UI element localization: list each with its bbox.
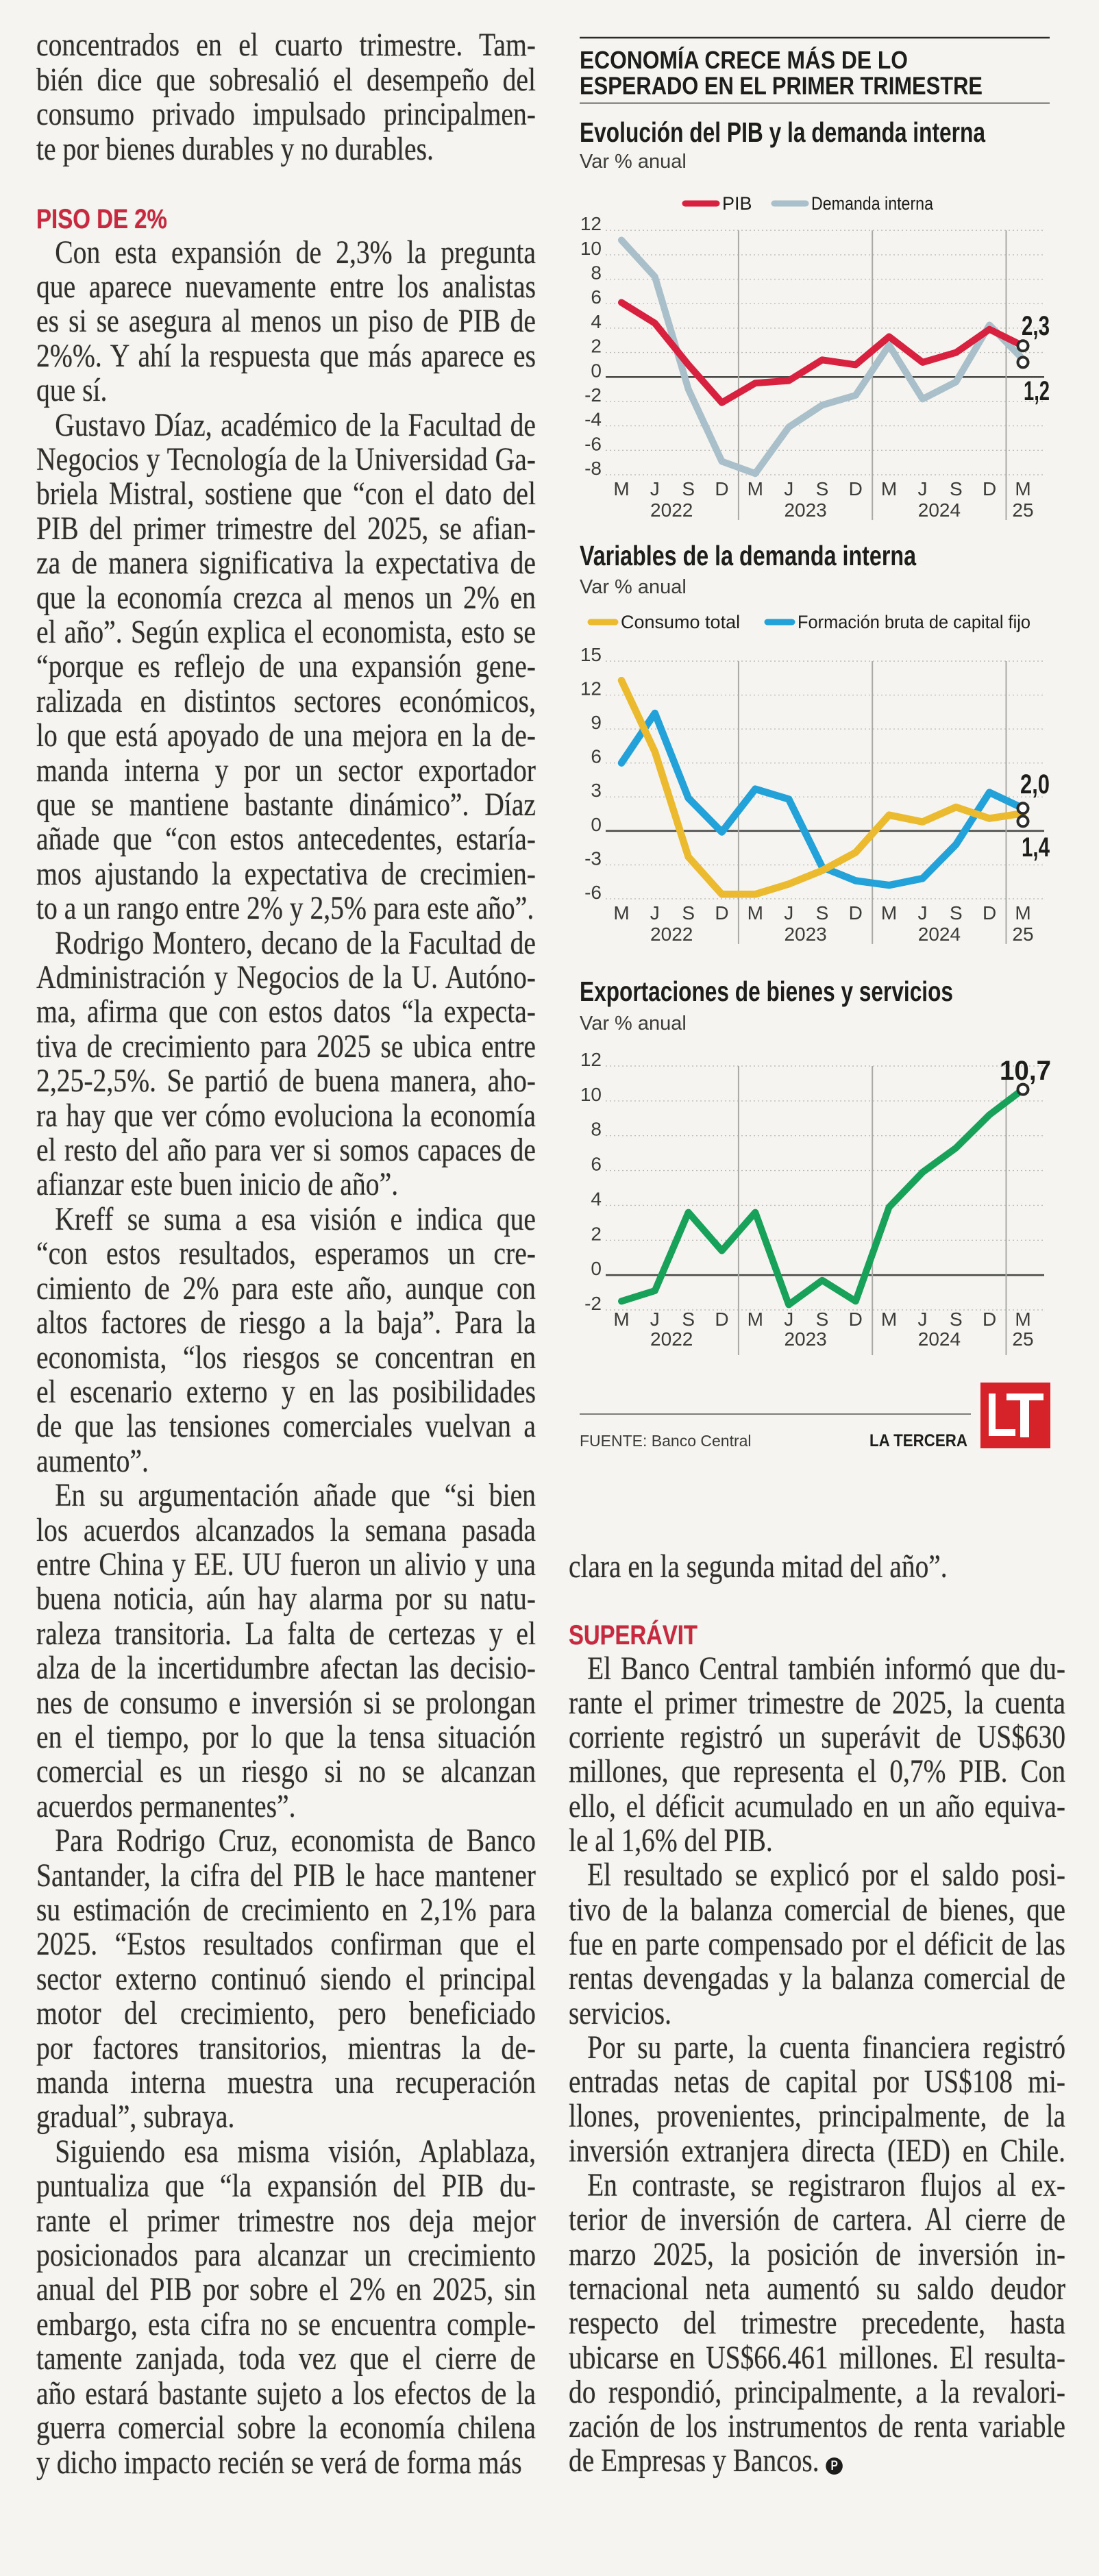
- svg-text:Evolución del PIB y la demanda: Evolución del PIB y la demanda interna: [580, 116, 986, 148]
- svg-text:PIB: PIB: [722, 193, 752, 214]
- svg-text:1,2: 1,2: [1024, 376, 1050, 406]
- svg-text:2022: 2022: [650, 1328, 693, 1350]
- svg-text:M: M: [613, 1309, 629, 1330]
- svg-text:S: S: [682, 902, 695, 924]
- svg-text:J: J: [650, 478, 660, 499]
- svg-text:Consumo total: Consumo total: [621, 612, 740, 632]
- svg-text:J: J: [650, 902, 660, 924]
- svg-text:M: M: [881, 478, 897, 499]
- svg-text:FUENTE: Banco Central: FUENTE: Banco Central: [580, 1432, 752, 1450]
- svg-text:2024: 2024: [918, 1328, 961, 1350]
- svg-text:15: 15: [580, 644, 602, 665]
- svg-text:25: 25: [1012, 499, 1033, 521]
- svg-text:M: M: [1015, 478, 1030, 499]
- svg-text:D: D: [715, 902, 728, 924]
- svg-text:2,3: 2,3: [1022, 311, 1050, 341]
- svg-text:LA TERCERA: LA TERCERA: [869, 1431, 967, 1450]
- svg-text:J: J: [918, 478, 928, 499]
- svg-text:-6: -6: [584, 433, 602, 454]
- svg-text:D: D: [715, 1309, 728, 1330]
- svg-text:M: M: [1015, 902, 1030, 924]
- svg-text:D: D: [983, 902, 996, 924]
- svg-text:6: 6: [591, 1154, 602, 1175]
- svg-text:-3: -3: [584, 847, 602, 869]
- svg-text:2024: 2024: [918, 499, 961, 521]
- svg-text:25: 25: [1012, 924, 1033, 945]
- svg-text:2022: 2022: [650, 924, 693, 945]
- svg-text:M: M: [1015, 1309, 1030, 1330]
- svg-text:10: 10: [580, 238, 602, 259]
- svg-text:M: M: [881, 902, 897, 924]
- svg-text:S: S: [816, 1309, 829, 1330]
- svg-text:6: 6: [591, 746, 602, 767]
- svg-text:2,0: 2,0: [1020, 769, 1050, 800]
- svg-text:D: D: [849, 1309, 863, 1330]
- svg-text:2023: 2023: [784, 499, 826, 521]
- svg-text:10,7: 10,7: [1000, 1056, 1051, 1086]
- svg-text:8: 8: [591, 1119, 602, 1140]
- svg-text:-2: -2: [584, 384, 602, 406]
- svg-text:J: J: [918, 902, 928, 924]
- svg-text:12: 12: [580, 1049, 602, 1070]
- svg-text:ECONOMÍA CRECE MÁS DE LO: ECONOMÍA CRECE MÁS DE LO: [580, 46, 908, 74]
- svg-text:J: J: [650, 1309, 660, 1330]
- svg-text:Var % anual: Var % anual: [580, 576, 687, 598]
- svg-text:-2: -2: [584, 1293, 602, 1314]
- svg-text:12: 12: [580, 213, 602, 234]
- svg-text:J: J: [784, 1309, 793, 1330]
- svg-text:4: 4: [591, 1188, 602, 1209]
- svg-text:M: M: [748, 478, 763, 499]
- svg-text:10: 10: [580, 1084, 602, 1105]
- svg-text:1,4: 1,4: [1022, 832, 1050, 863]
- svg-text:Var % anual: Var % anual: [580, 151, 687, 173]
- svg-text:S: S: [950, 1309, 963, 1330]
- svg-text:2: 2: [591, 1223, 602, 1244]
- svg-text:6: 6: [591, 286, 602, 308]
- svg-text:M: M: [613, 902, 629, 924]
- svg-text:M: M: [748, 902, 763, 924]
- svg-text:J: J: [784, 902, 793, 924]
- svg-text:J: J: [918, 1309, 928, 1330]
- svg-text:S: S: [816, 902, 829, 924]
- svg-text:J: J: [784, 478, 793, 499]
- svg-text:M: M: [881, 1309, 897, 1330]
- svg-text:Formación bruta de capital fij: Formación bruta de capital fijo: [798, 612, 1030, 632]
- svg-text:-8: -8: [584, 458, 602, 479]
- svg-text:-4: -4: [584, 409, 602, 430]
- svg-text:25: 25: [1012, 1328, 1033, 1350]
- svg-text:M: M: [748, 1309, 763, 1330]
- svg-text:2023: 2023: [784, 1328, 826, 1350]
- svg-text:S: S: [682, 1309, 695, 1330]
- svg-text:S: S: [950, 478, 963, 499]
- svg-text:M: M: [613, 478, 629, 499]
- svg-text:D: D: [715, 478, 728, 499]
- svg-text:2023: 2023: [784, 924, 826, 945]
- svg-text:-6: -6: [584, 882, 602, 903]
- svg-text:4: 4: [591, 311, 602, 332]
- svg-text:3: 3: [591, 780, 602, 801]
- svg-text:0: 0: [591, 814, 602, 835]
- svg-text:8: 8: [591, 262, 602, 284]
- svg-text:D: D: [983, 1309, 996, 1330]
- svg-text:0: 0: [591, 360, 602, 381]
- svg-text:D: D: [849, 478, 863, 499]
- svg-text:S: S: [950, 902, 963, 924]
- svg-text:2: 2: [591, 336, 602, 357]
- svg-text:2022: 2022: [650, 499, 693, 521]
- svg-text:2024: 2024: [918, 924, 961, 945]
- svg-text:9: 9: [591, 712, 602, 733]
- svg-text:S: S: [816, 478, 829, 499]
- svg-text:D: D: [849, 902, 863, 924]
- svg-text:Exportaciones de bienes y serv: Exportaciones de bienes y servicios: [580, 976, 953, 1007]
- svg-text:Var % anual: Var % anual: [580, 1013, 687, 1035]
- svg-text:Variables de la demanda intern: Variables de la demanda interna: [580, 540, 917, 571]
- svg-text:D: D: [983, 478, 996, 499]
- svg-text:Demanda interna: Demanda interna: [811, 193, 934, 214]
- svg-text:0: 0: [591, 1258, 602, 1279]
- svg-text:ESPERADO EN EL PRIMER TRIMESTR: ESPERADO EN EL PRIMER TRIMESTRE: [580, 72, 983, 100]
- svg-text:12: 12: [580, 678, 602, 699]
- svg-text:S: S: [682, 478, 695, 499]
